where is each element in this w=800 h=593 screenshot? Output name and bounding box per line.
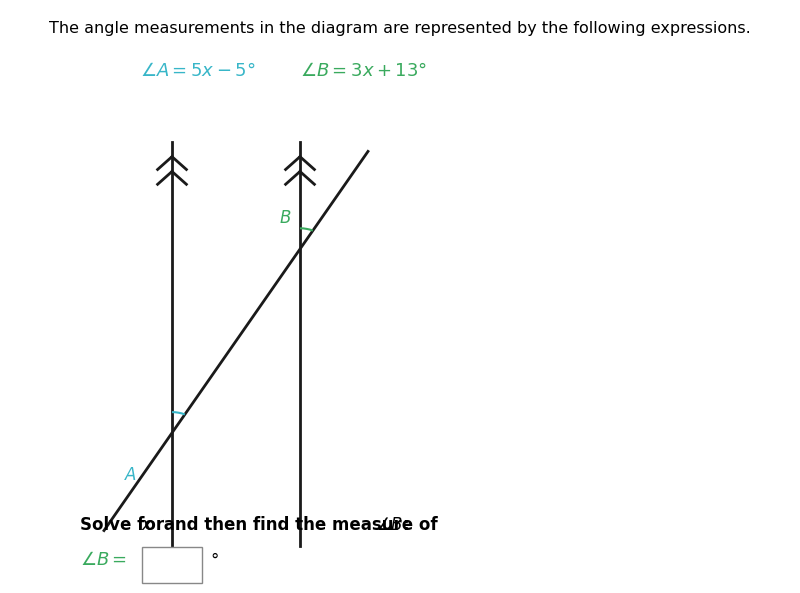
Text: $\angle B$:: $\angle B$: <box>376 516 409 534</box>
Text: $\angle A = 5x - 5°$: $\angle A = 5x - 5°$ <box>140 62 255 80</box>
Text: $\angle B =$: $\angle B =$ <box>80 551 127 569</box>
Text: °: ° <box>210 551 218 569</box>
Text: $x$: $x$ <box>141 516 154 534</box>
FancyBboxPatch shape <box>142 547 202 583</box>
Text: Solve for: Solve for <box>80 516 170 534</box>
Text: The angle measurements in the diagram are represented by the following expressio: The angle measurements in the diagram ar… <box>49 21 751 36</box>
Text: and then find the measure of: and then find the measure of <box>158 516 444 534</box>
Text: $\angle B = 3x + 13°$: $\angle B = 3x + 13°$ <box>300 62 427 80</box>
Text: $A$: $A$ <box>124 466 137 483</box>
Text: $B$: $B$ <box>279 209 291 227</box>
